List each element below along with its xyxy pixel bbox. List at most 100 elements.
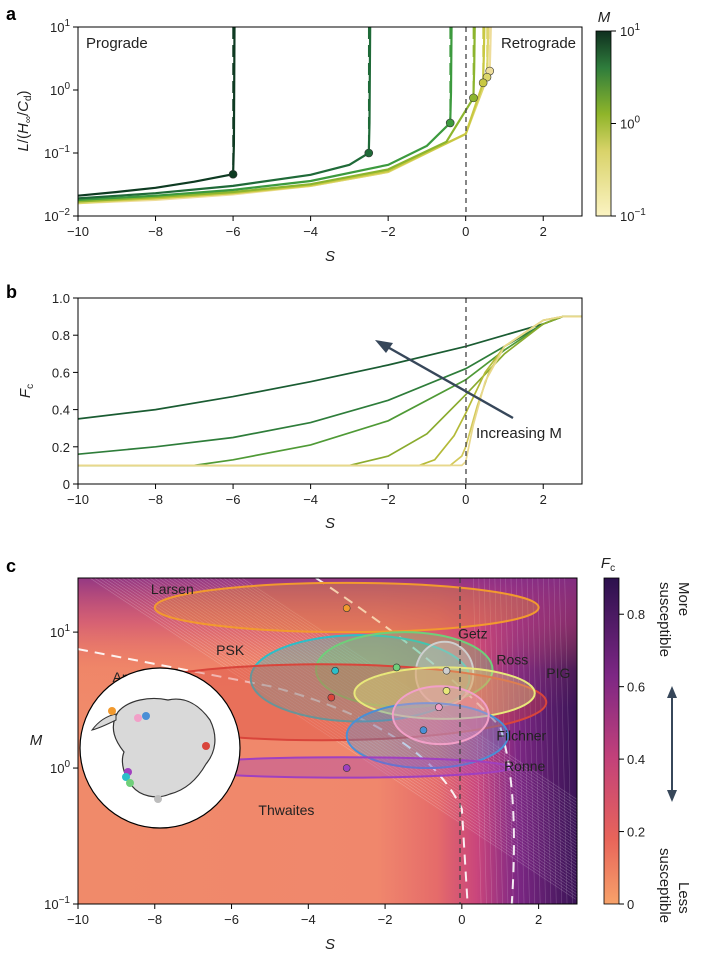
heatmap-contour-line bbox=[99, 578, 577, 895]
panel-a-series-line bbox=[78, 27, 236, 197]
panel-b-series-line bbox=[78, 315, 582, 467]
heatmap-contour-line bbox=[181, 578, 577, 840]
antarctica-inset-map bbox=[79, 667, 241, 829]
panel-b-y-tick-label: 1.0 bbox=[52, 291, 70, 306]
panel-a-series-line bbox=[78, 27, 476, 203]
inset-filchner-dot bbox=[142, 712, 150, 720]
inset-pig-dot bbox=[122, 773, 130, 781]
inset-larsen-dot bbox=[108, 707, 116, 715]
panel-b-label: b bbox=[6, 282, 17, 302]
susceptibility-arrow-up bbox=[667, 686, 677, 698]
ice-shelf-point bbox=[331, 666, 339, 675]
more-susceptible-label-2: susceptible bbox=[656, 582, 673, 657]
panel-b-series-line bbox=[78, 315, 582, 420]
ice-shelf-point bbox=[342, 604, 351, 612]
panel-c-x-tick-label: −2 bbox=[378, 912, 393, 927]
panel-b-series-line bbox=[78, 315, 582, 467]
heatmap-contour-line bbox=[510, 578, 519, 904]
panel-a-critical-lines bbox=[232, 27, 491, 175]
panel-a-critical-point bbox=[445, 118, 455, 128]
panel-b-x-tick-label: 2 bbox=[540, 492, 547, 507]
heatmap-contour-line bbox=[473, 578, 482, 904]
ice-shelf-point bbox=[419, 726, 428, 734]
panel-a-frame bbox=[77, 26, 583, 217]
heatmap-contour-line bbox=[537, 578, 546, 904]
panel-a-y-tick-label: 101 bbox=[50, 18, 70, 35]
panel-a-x-ticks: −10 −8 −6 −4 −2 0 2 bbox=[67, 216, 547, 239]
heatmap-contour-line bbox=[112, 578, 577, 886]
panel-a-critical-point bbox=[228, 169, 238, 179]
panel-a-critical-point bbox=[364, 148, 374, 158]
heatmap-contour-line bbox=[564, 578, 573, 904]
stability-boundary bbox=[78, 648, 469, 904]
ice-shelf-label: Filchner bbox=[496, 727, 546, 743]
panel-c-x-tick-label: −10 bbox=[67, 912, 89, 927]
panel-b-x-tick-label: −6 bbox=[226, 492, 241, 507]
heatmap-contour-line bbox=[186, 578, 577, 837]
heatmap-contour-line bbox=[489, 578, 498, 904]
heatmap-contour-line bbox=[478, 578, 487, 904]
heatmap-contour-line bbox=[122, 578, 577, 880]
panel-c-colorbar-ticks: 0 0.2 0.4 0.6 0.8 bbox=[619, 607, 645, 912]
inset-getz-dot bbox=[126, 779, 134, 787]
heatmap-contour-line bbox=[94, 578, 577, 898]
panel-b-x-label: S bbox=[325, 515, 335, 532]
heatmap-contour-line bbox=[559, 578, 568, 904]
panel-c-y-tick-label: 100 bbox=[50, 759, 70, 776]
heatmap-contour-line bbox=[483, 578, 493, 904]
panel-c-colorbar-tick-label: 0.4 bbox=[627, 752, 645, 767]
panel-b-x-ticks: −10 −8 −6 −4 −2 0 2 bbox=[67, 484, 547, 507]
more-susceptible-label: More bbox=[675, 582, 692, 616]
less-susceptible-label-2: susceptible bbox=[656, 848, 673, 923]
panel-a-colorbar-tick-label: 100 bbox=[620, 115, 640, 132]
panel-a-y-tick-label: 10−2 bbox=[44, 207, 70, 224]
retrograde-annotation: Retrograde bbox=[501, 35, 576, 52]
panel-b-y-tick-label: 0.4 bbox=[52, 403, 70, 418]
panel-a-x-tick-label: 2 bbox=[540, 224, 547, 239]
panel-b-series-line bbox=[78, 315, 582, 467]
panel-a-x-tick-label: −6 bbox=[226, 224, 241, 239]
panel-b-y-label: Fc bbox=[17, 384, 36, 398]
panel-b-y-tick-label: 0.8 bbox=[52, 328, 70, 343]
panel-b-x-tick-label: −2 bbox=[381, 492, 396, 507]
panel-a-colorbar-label: M bbox=[598, 9, 611, 26]
panel-a-x-tick-label: −8 bbox=[148, 224, 163, 239]
ice-shelf-ellipse bbox=[249, 634, 471, 723]
panel-b-x-tick-label: 0 bbox=[462, 492, 469, 507]
antarctic-peninsula bbox=[90, 713, 117, 731]
panel-a-x-tick-label: −10 bbox=[67, 224, 89, 239]
panel-a-label: a bbox=[6, 4, 17, 24]
heatmap-contour-line bbox=[117, 578, 577, 883]
panel-a-y-tick-label: 100 bbox=[50, 81, 70, 98]
susceptibility-arrow-down bbox=[667, 790, 677, 802]
heatmap-contour-line bbox=[172, 578, 577, 846]
panel-b-series bbox=[78, 315, 582, 467]
panel-c-x-tick-label: −6 bbox=[224, 912, 239, 927]
heatmap-contour-line bbox=[195, 578, 577, 831]
heatmap-contour-line bbox=[516, 578, 525, 904]
panel-a-y-tick-label: 10−1 bbox=[44, 144, 70, 161]
heatmap-contour-line bbox=[499, 578, 509, 904]
panel-a-colorbar-tick-label: 10−1 bbox=[620, 207, 646, 224]
inset-ross-dot bbox=[154, 795, 162, 803]
heatmap-contour-line bbox=[548, 578, 557, 904]
heatmap-contour-line bbox=[177, 578, 577, 843]
panel-a-y-label: L/(H∞/Cd) bbox=[15, 90, 34, 151]
panel-c-x-ticks: −10 −8 −6 −4 −2 0 2 bbox=[67, 904, 542, 927]
heatmap-contour-line bbox=[553, 578, 562, 904]
panel-a-colorbar bbox=[595, 30, 612, 217]
panel-b-x-tick-label: −4 bbox=[303, 492, 318, 507]
ice-shelf-point bbox=[327, 693, 336, 702]
panel-a-x-tick-label: 0 bbox=[462, 224, 469, 239]
panel-b-y-tick-label: 0 bbox=[63, 477, 70, 492]
panel-b-y-tick-label: 0.6 bbox=[52, 365, 70, 380]
panel-b-frame bbox=[77, 297, 583, 485]
ice-shelf-point bbox=[442, 687, 451, 695]
heatmap-contour-line bbox=[521, 578, 530, 904]
panel-c-x-tick-label: 2 bbox=[535, 912, 542, 927]
panel-c-y-tick-label: 10−1 bbox=[44, 895, 70, 912]
increasing-m-arrow bbox=[375, 340, 514, 420]
panel-b-x-tick-label: −10 bbox=[67, 492, 89, 507]
panel-c-colorbar-label: Fc bbox=[601, 555, 615, 574]
